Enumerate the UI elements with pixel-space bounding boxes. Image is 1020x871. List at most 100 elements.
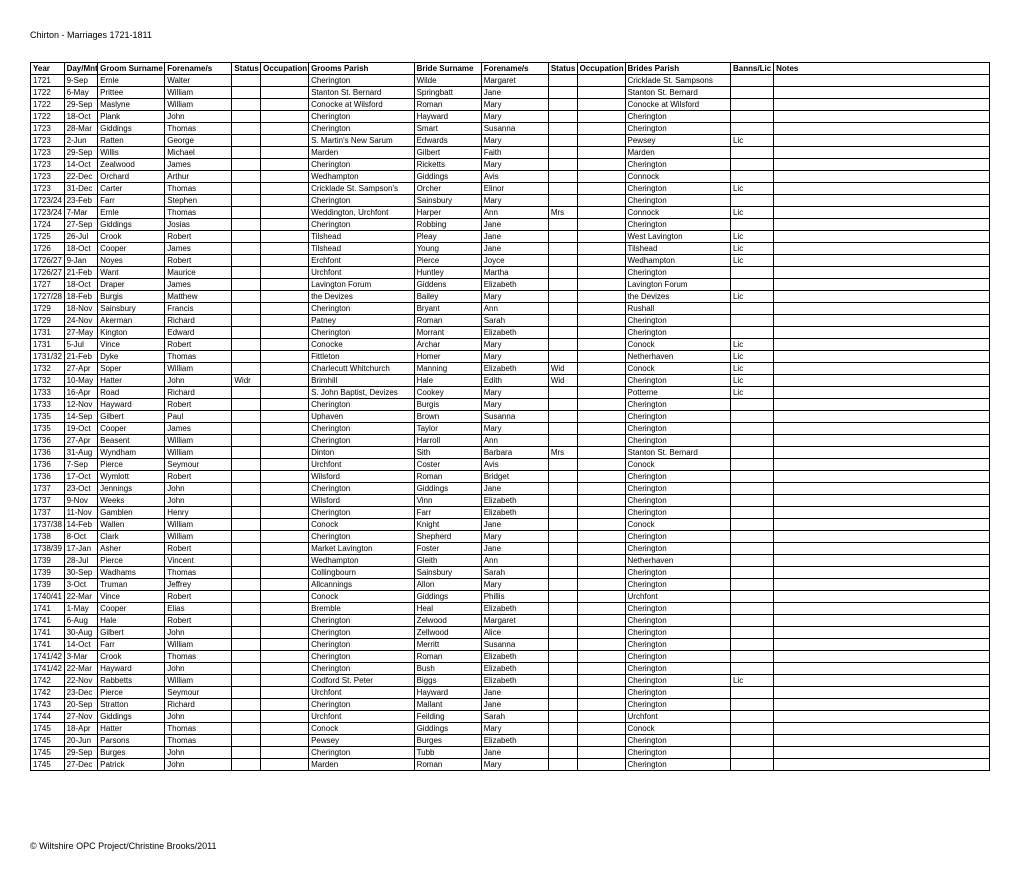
table-cell: 1726/27 bbox=[31, 255, 65, 267]
table-cell: 1722 bbox=[31, 87, 65, 99]
table-cell bbox=[731, 495, 774, 507]
table-cell: 19-Oct bbox=[64, 423, 98, 435]
table-cell: William bbox=[165, 363, 232, 375]
table-cell: 24-Nov bbox=[64, 315, 98, 327]
table-cell bbox=[731, 99, 774, 111]
table-cell bbox=[261, 195, 309, 207]
table-cell: Burgis bbox=[414, 399, 481, 411]
table-cell: Brown bbox=[414, 411, 481, 423]
table-cell: 1739 bbox=[31, 567, 65, 579]
table-cell bbox=[577, 663, 625, 675]
table-cell bbox=[261, 531, 309, 543]
table-cell: Robbing bbox=[414, 219, 481, 231]
table-cell bbox=[232, 483, 261, 495]
table-cell: Jeffrey bbox=[165, 579, 232, 591]
table-cell: Lic bbox=[731, 339, 774, 351]
table-cell bbox=[577, 483, 625, 495]
table-cell: Widr bbox=[232, 375, 261, 387]
table-cell: 2-Jun bbox=[64, 135, 98, 147]
table-cell bbox=[577, 615, 625, 627]
table-cell: John bbox=[165, 483, 232, 495]
table-cell: Cherington bbox=[625, 663, 730, 675]
table-cell: Wid bbox=[548, 375, 577, 387]
table-cell: Richard bbox=[165, 699, 232, 711]
table-cell bbox=[232, 591, 261, 603]
table-row: 174320-SepStrattonRichardCheringtonMalla… bbox=[31, 699, 990, 711]
table-cell: 9-Jan bbox=[64, 255, 98, 267]
table-cell bbox=[577, 147, 625, 159]
table-cell: Cherington bbox=[309, 651, 414, 663]
table-cell: Robert bbox=[165, 339, 232, 351]
table-cell: Francis bbox=[165, 303, 232, 315]
table-cell bbox=[577, 243, 625, 255]
table-cell: 1741/42 bbox=[31, 651, 65, 663]
table-cell: 1741 bbox=[31, 627, 65, 639]
table-cell: Edwards bbox=[414, 135, 481, 147]
table-cell bbox=[261, 651, 309, 663]
table-cell: Mary bbox=[481, 531, 548, 543]
table-row: 17379-NovWeeksJohnWilsfordVinnElizabethC… bbox=[31, 495, 990, 507]
table-cell bbox=[261, 675, 309, 687]
table-cell bbox=[232, 207, 261, 219]
table-cell bbox=[731, 759, 774, 771]
table-cell bbox=[774, 591, 990, 603]
table-cell: Gilbert bbox=[98, 627, 165, 639]
table-row: 174527-DecPatrickJohnMardenRomanMaryCher… bbox=[31, 759, 990, 771]
table-cell: Robert bbox=[165, 471, 232, 483]
table-cell bbox=[548, 687, 577, 699]
table-cell: 1723 bbox=[31, 135, 65, 147]
table-cell: Noyes bbox=[98, 255, 165, 267]
table-cell: Cherington bbox=[309, 699, 414, 711]
table-cell: Pierce bbox=[98, 555, 165, 567]
col-header: Forename/s bbox=[165, 63, 232, 75]
table-cell bbox=[577, 591, 625, 603]
table-cell: Cherington bbox=[625, 579, 730, 591]
table-cell: Paul bbox=[165, 411, 232, 423]
table-cell bbox=[548, 579, 577, 591]
table-cell: Hayward bbox=[414, 111, 481, 123]
table-cell: 27-Sep bbox=[64, 219, 98, 231]
table-cell: Heal bbox=[414, 603, 481, 615]
table-cell: John bbox=[165, 495, 232, 507]
table-cell: Elizabeth bbox=[481, 363, 548, 375]
table-cell: John bbox=[165, 111, 232, 123]
table-cell: Marden bbox=[309, 759, 414, 771]
table-cell: 1725 bbox=[31, 231, 65, 243]
table-cell: 1738/39 bbox=[31, 543, 65, 555]
table-cell: 21-Feb bbox=[64, 351, 98, 363]
table-cell: Gilbert bbox=[98, 411, 165, 423]
table-cell: Conock bbox=[625, 339, 730, 351]
table-cell bbox=[731, 519, 774, 531]
table-cell: Cherington bbox=[309, 639, 414, 651]
table-cell: Cherington bbox=[625, 195, 730, 207]
table-cell: Lic bbox=[731, 207, 774, 219]
table-cell bbox=[731, 279, 774, 291]
table-cell: Conock bbox=[625, 363, 730, 375]
table-cell bbox=[261, 435, 309, 447]
table-cell: 1738 bbox=[31, 531, 65, 543]
table-cell: Farr bbox=[98, 195, 165, 207]
table-cell: Conock bbox=[309, 591, 414, 603]
table-cell: Cherington bbox=[625, 567, 730, 579]
table-cell: Pierce bbox=[98, 459, 165, 471]
col-header: Status bbox=[548, 63, 577, 75]
table-cell: Cherington bbox=[309, 483, 414, 495]
table-cell: Draper bbox=[98, 279, 165, 291]
table-cell bbox=[232, 339, 261, 351]
table-cell: Conock bbox=[625, 459, 730, 471]
table-cell: Cherington bbox=[309, 435, 414, 447]
table-cell: 1745 bbox=[31, 723, 65, 735]
table-cell bbox=[232, 651, 261, 663]
table-cell bbox=[577, 567, 625, 579]
table-row: 172322-DecOrchardArthurWedhamptonGidding… bbox=[31, 171, 990, 183]
table-cell: Mary bbox=[481, 291, 548, 303]
col-header: Day/Mnth bbox=[64, 63, 98, 75]
table-cell bbox=[577, 255, 625, 267]
table-cell: Beasent bbox=[98, 435, 165, 447]
table-cell bbox=[774, 87, 990, 99]
table-cell bbox=[774, 399, 990, 411]
table-cell: John bbox=[165, 747, 232, 759]
table-cell: Avis bbox=[481, 171, 548, 183]
table-cell: Wymlott bbox=[98, 471, 165, 483]
table-cell: Marden bbox=[309, 147, 414, 159]
